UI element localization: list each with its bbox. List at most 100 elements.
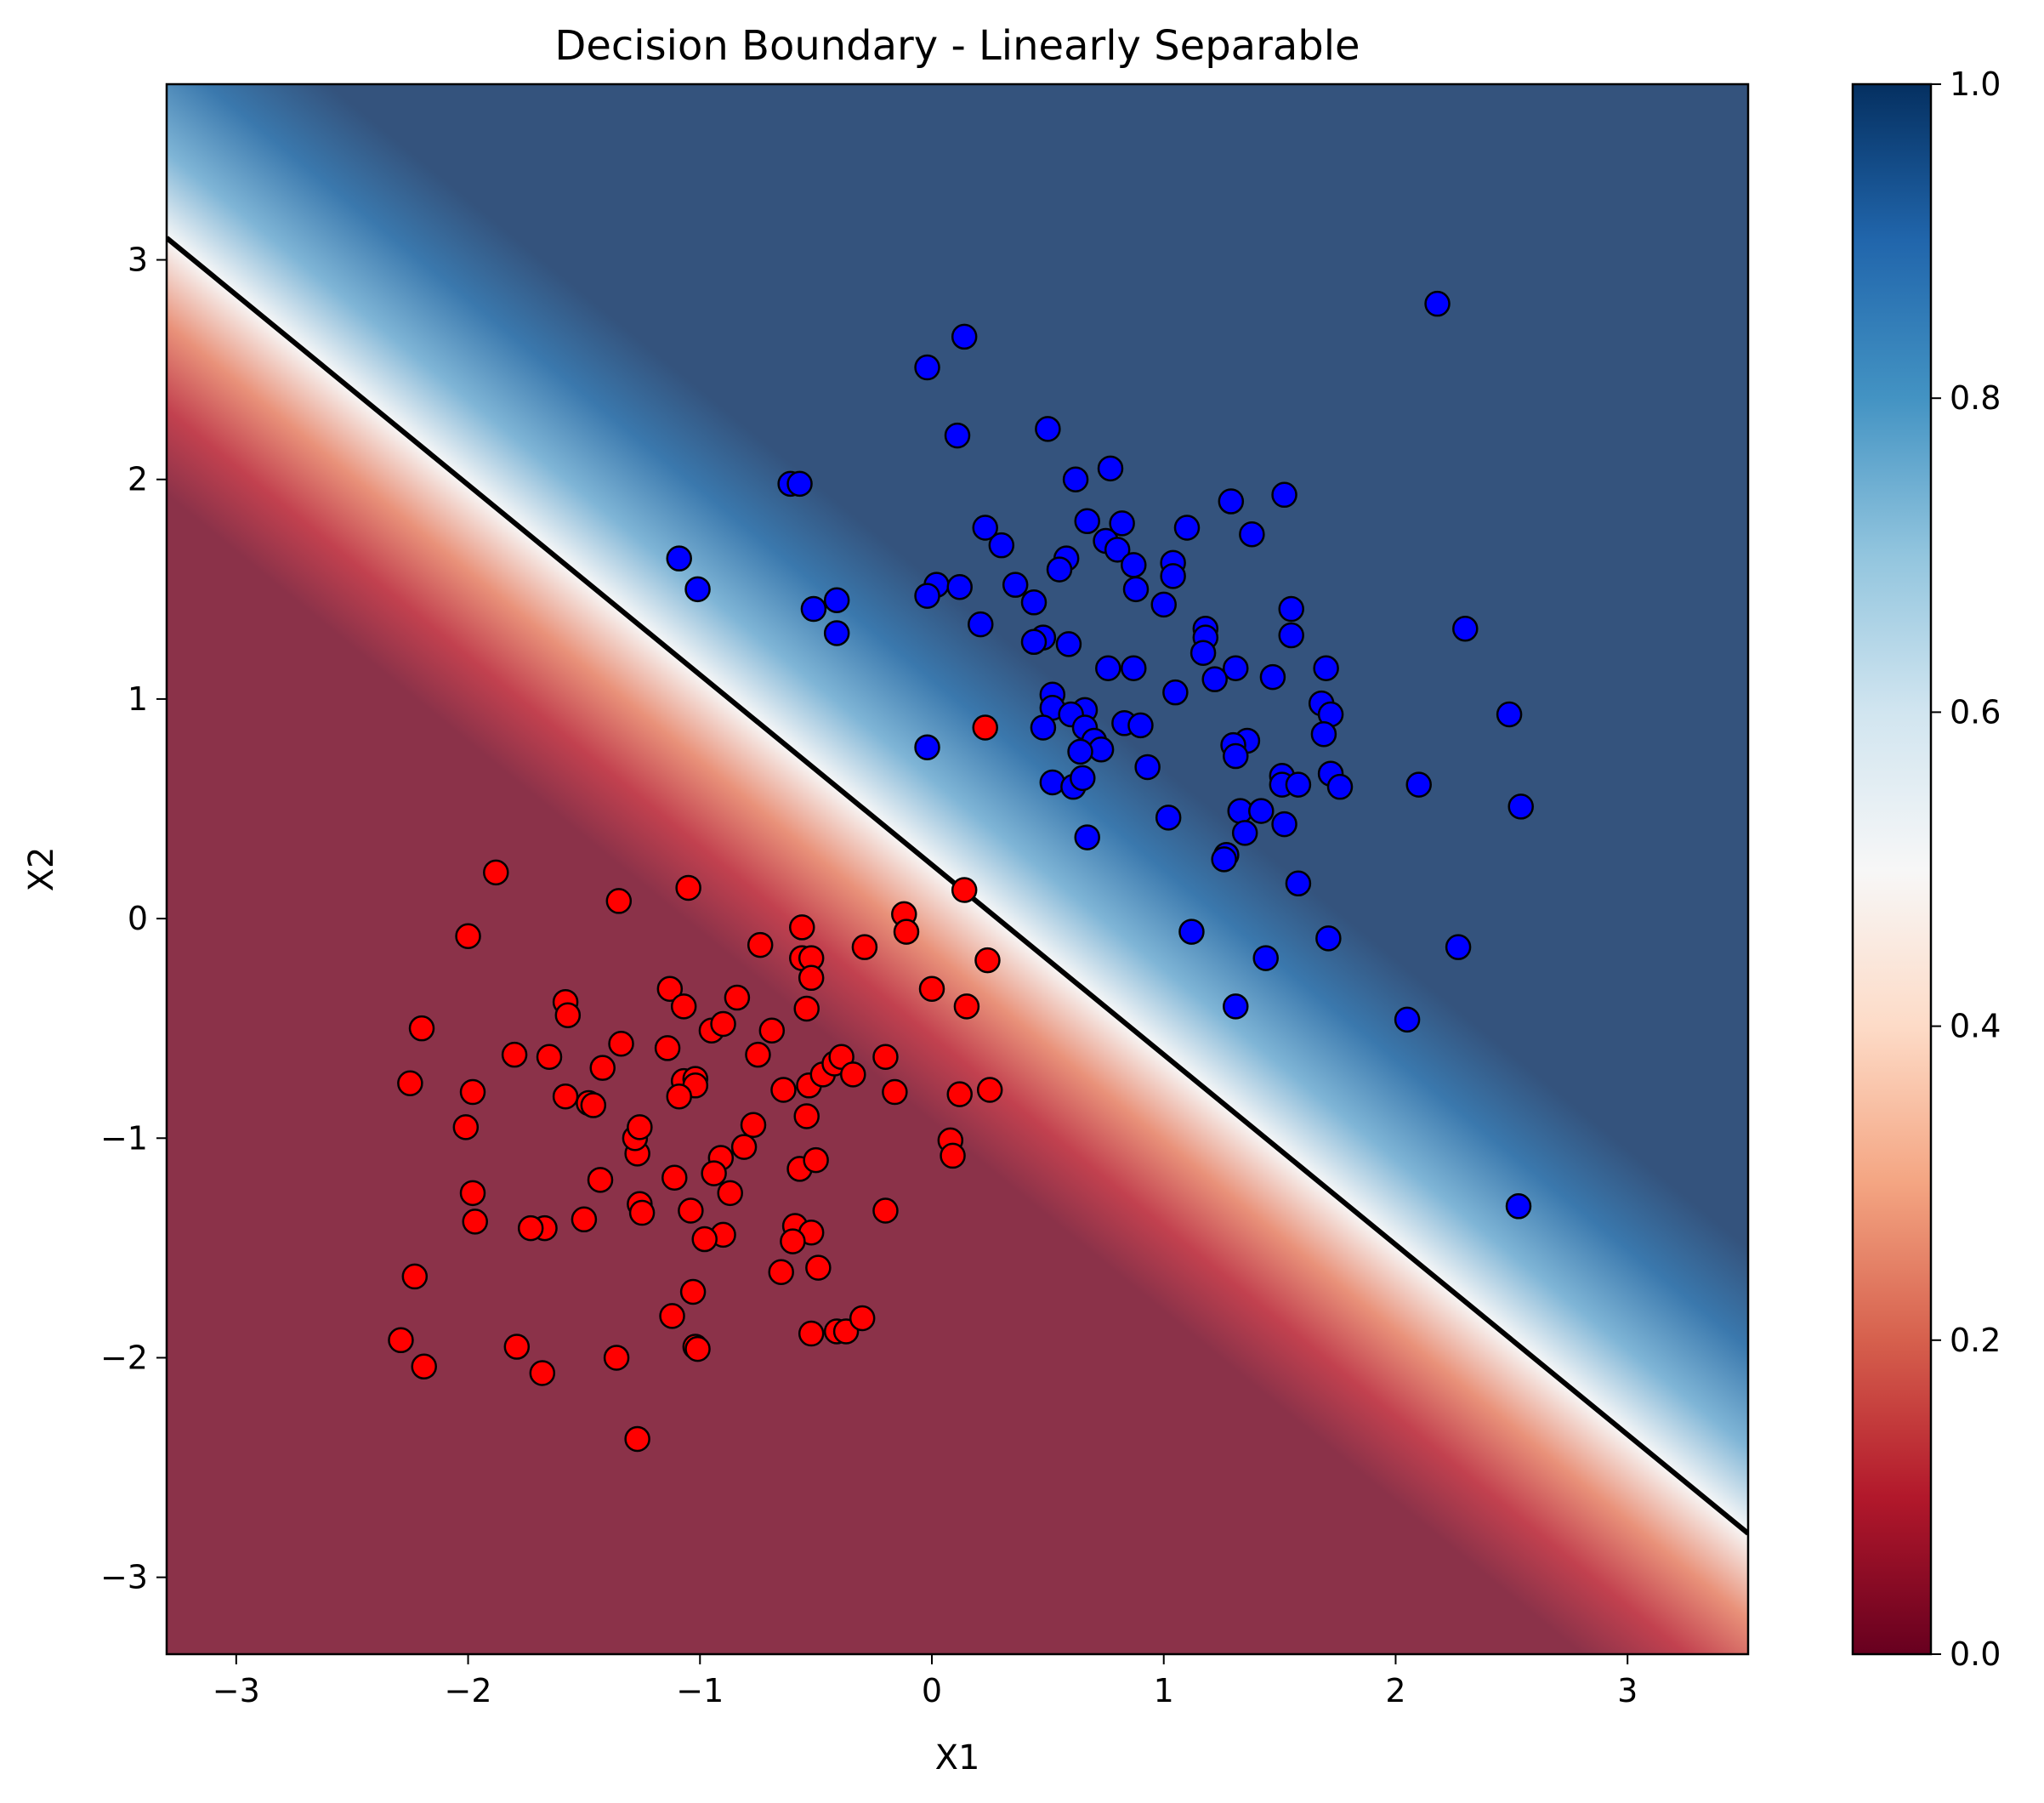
data-point-blue bbox=[1231, 820, 1258, 846]
data-point-red bbox=[976, 1077, 1003, 1103]
data-point-red bbox=[951, 877, 978, 903]
data-point-blue bbox=[1505, 1193, 1532, 1220]
x-tick-label: 1 bbox=[1154, 1672, 1174, 1709]
data-point-red bbox=[940, 1142, 966, 1169]
data-point-red bbox=[851, 934, 878, 960]
data-point-blue bbox=[823, 587, 850, 613]
data-point-blue bbox=[1097, 455, 1124, 482]
data-point-blue bbox=[823, 620, 850, 646]
data-point-red bbox=[678, 1197, 704, 1224]
data-point-red bbox=[656, 975, 684, 1002]
data-point-blue bbox=[1067, 738, 1093, 765]
data-point-blue bbox=[1496, 701, 1523, 728]
data-point-red bbox=[580, 1092, 607, 1118]
data-point-red bbox=[679, 1278, 707, 1305]
data-point-blue bbox=[1445, 934, 1472, 960]
chart-title: Decision Boundary - Linearly Separable bbox=[554, 22, 1360, 70]
data-point-blue bbox=[1315, 925, 1342, 952]
data-point-red bbox=[659, 1303, 685, 1329]
data-point-red bbox=[745, 1041, 771, 1068]
data-point-blue bbox=[1109, 510, 1135, 537]
data-point-blue bbox=[988, 532, 1015, 559]
data-point-red bbox=[918, 975, 945, 1002]
data-point-red bbox=[501, 1041, 528, 1068]
data-point-blue bbox=[1285, 870, 1312, 897]
data-point-blue bbox=[1452, 616, 1479, 642]
x-tick-label: 0 bbox=[922, 1672, 942, 1709]
data-point-red bbox=[554, 1002, 582, 1028]
data-point-red bbox=[503, 1334, 531, 1360]
y-axis-label: X2 bbox=[22, 847, 61, 892]
data-point-blue bbox=[1252, 945, 1279, 971]
data-point-blue bbox=[1223, 655, 1249, 682]
data-point-blue bbox=[1121, 655, 1147, 682]
data-point-red bbox=[789, 914, 815, 941]
colorbar-ticks: 0.0 0.2 0.4 0.6 0.8 1.0 bbox=[1931, 65, 2001, 1673]
data-point-red bbox=[589, 1055, 616, 1081]
data-point-red bbox=[953, 993, 980, 1020]
data-point-red bbox=[872, 1044, 899, 1070]
probability-contour-background bbox=[167, 84, 1748, 1654]
data-point-red bbox=[882, 1078, 908, 1106]
data-point-blue bbox=[1211, 846, 1237, 873]
y-tick-label: 0 bbox=[128, 900, 148, 937]
x-axis-ticks: −3 −2 −1 0 1 2 3 bbox=[213, 1654, 1638, 1709]
data-point-blue bbox=[1155, 805, 1182, 831]
data-point-red bbox=[408, 1015, 435, 1042]
plot-area bbox=[165, 82, 1750, 1656]
colorbar: 0.0 0.2 0.4 0.6 0.8 1.0 bbox=[1851, 65, 2001, 1673]
colorbar-gradient bbox=[1851, 82, 1933, 1656]
data-points bbox=[388, 290, 1534, 1453]
y-tick-label: −1 bbox=[100, 1119, 148, 1157]
data-point-blue bbox=[1030, 714, 1057, 741]
data-point-red bbox=[605, 888, 633, 914]
x-axis-label: X1 bbox=[935, 1738, 980, 1777]
data-point-blue bbox=[1162, 679, 1189, 706]
data-point-blue bbox=[1271, 810, 1297, 838]
y-tick-label: −2 bbox=[100, 1339, 148, 1376]
colorbar-tick-label: 0.2 bbox=[1950, 1322, 2001, 1359]
data-point-red bbox=[840, 1061, 866, 1088]
colorbar-tick-label: 0.4 bbox=[1950, 1008, 2001, 1045]
data-point-red bbox=[666, 1083, 692, 1110]
data-point-blue bbox=[1313, 655, 1339, 682]
x-tick-label: −3 bbox=[213, 1672, 260, 1709]
data-point-red bbox=[587, 1167, 614, 1193]
data-point-red bbox=[701, 1160, 727, 1186]
data-point-blue bbox=[1201, 666, 1228, 692]
data-point-red bbox=[452, 1114, 480, 1140]
data-point-blue bbox=[666, 545, 692, 572]
data-point-blue bbox=[1074, 508, 1100, 535]
data-point-blue bbox=[1271, 481, 1297, 509]
data-point-blue bbox=[1046, 556, 1073, 583]
data-point-red bbox=[747, 931, 774, 958]
colorbar-tick-label: 0.0 bbox=[1950, 1635, 2001, 1673]
data-point-red bbox=[684, 1335, 711, 1362]
data-point-red bbox=[627, 1114, 653, 1140]
data-point-red bbox=[670, 993, 697, 1020]
data-point-blue bbox=[1020, 628, 1048, 656]
data-point-blue bbox=[1035, 416, 1061, 442]
data-point-red bbox=[770, 1077, 797, 1103]
data-point-red bbox=[805, 1254, 832, 1281]
data-point-red bbox=[517, 1214, 544, 1242]
data-point-red bbox=[654, 1035, 681, 1061]
data-point-blue bbox=[1104, 537, 1131, 563]
data-point-blue bbox=[1020, 589, 1048, 616]
data-point-red bbox=[388, 1327, 414, 1354]
data-point-red bbox=[397, 1070, 423, 1096]
data-point-red bbox=[724, 984, 751, 1011]
data-point-blue bbox=[1173, 515, 1201, 541]
data-point-red bbox=[946, 1081, 973, 1107]
y-tick-label: −3 bbox=[100, 1559, 148, 1596]
data-point-blue bbox=[1134, 754, 1161, 781]
data-point-blue bbox=[914, 734, 940, 760]
plot-frame bbox=[165, 82, 1750, 1656]
data-point-blue bbox=[1039, 769, 1066, 796]
data-point-blue bbox=[1223, 742, 1249, 770]
data-point-red bbox=[710, 1010, 736, 1038]
data-point-red bbox=[768, 1259, 794, 1286]
data-point-blue bbox=[1062, 466, 1089, 492]
data-point-blue bbox=[786, 470, 813, 498]
data-point-red bbox=[483, 859, 509, 886]
